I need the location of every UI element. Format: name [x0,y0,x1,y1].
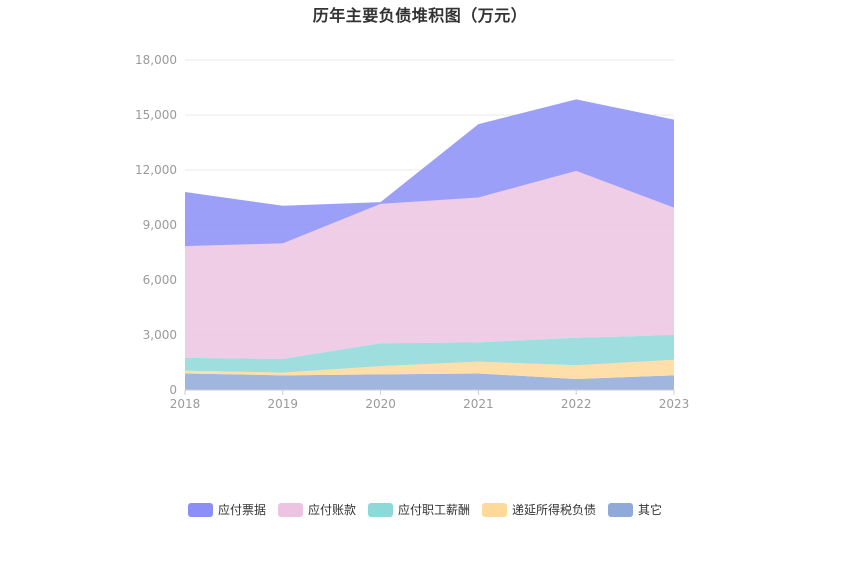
y-tick-label: 18,000 [135,53,177,67]
x-tick-label: 2023 [659,397,690,411]
area-series-4[interactable] [185,99,674,247]
legend-swatch [278,503,303,517]
y-tick-label: 9,000 [143,218,177,232]
area-series-1[interactable] [185,359,674,379]
area-series [185,99,674,390]
area-series-0[interactable] [185,373,674,391]
x-tick-label: 2020 [365,397,396,411]
legend-item[interactable]: 应付账款 [278,502,356,517]
axes: 0 3,000 6,000 9,000 12,000 15,000 18,000 2018 20… [135,53,689,411]
legend-label: 递延所得税负债 [512,502,596,517]
legend-swatch [608,503,633,517]
x-tick-label: 2018 [170,397,201,411]
legend-label: 其它 [638,502,662,517]
x-tick-label: 2021 [463,397,494,411]
legend-item[interactable]: 递延所得税负债 [482,502,596,517]
legend-item[interactable]: 应付职工薪酬 [368,502,470,517]
legend-swatch [188,503,213,517]
y-tick-label: 3,000 [143,328,177,342]
legend-swatch [482,503,507,517]
y-tick-label: 6,000 [143,273,177,287]
legend-label: 应付票据 [218,502,266,517]
x-tick-label: 2022 [561,397,592,411]
legend-swatch [368,503,393,517]
legend-label: 应付账款 [308,502,356,517]
legend-item[interactable]: 应付票据 [188,502,266,517]
area-series-2[interactable] [185,335,674,373]
legend-label: 应付职工薪酬 [398,502,470,517]
legend[interactable]: 应付票据 应付账款 应付职工薪酬 递延所得税负债 其它 [188,502,662,517]
y-tick-label: 12,000 [135,163,177,177]
chart-title: 历年主要负债堆积图（万元） [312,6,528,25]
x-tick-label: 2019 [268,397,299,411]
legend-item[interactable]: 其它 [608,502,662,517]
area-series-3[interactable] [185,170,674,359]
y-tick-label: 0 [169,383,177,397]
y-tick-label: 15,000 [135,108,177,122]
